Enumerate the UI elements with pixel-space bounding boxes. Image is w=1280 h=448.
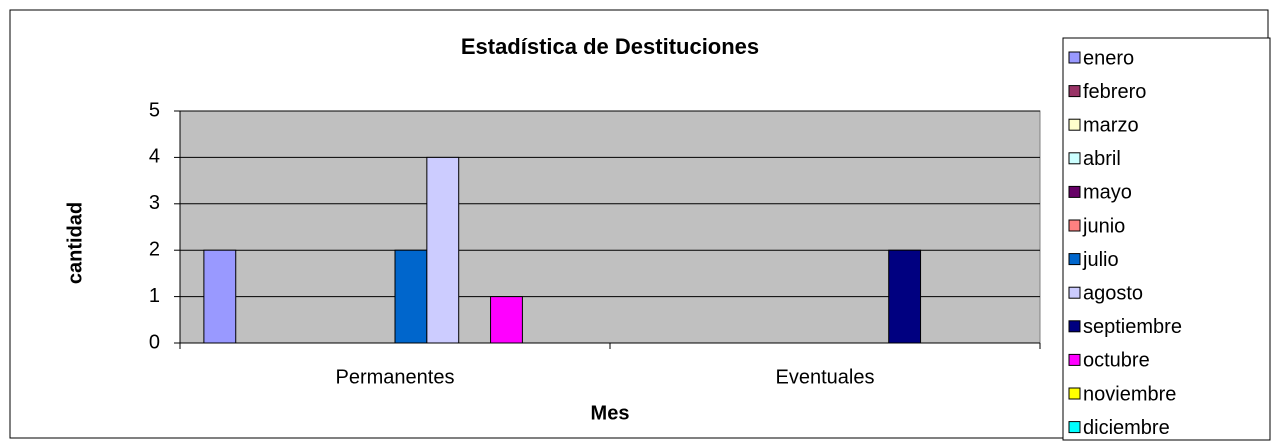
bar [203,249,237,344]
legend-label: junio [1082,215,1125,237]
chart-title: Estadística de Destituciones [461,34,759,59]
legend-box [1062,37,1271,441]
y-axis-label: cantidad [64,202,86,284]
x-tick-label: Eventuales [776,366,875,388]
legend-label: mayo [1083,182,1132,204]
legend-label: septiembre [1083,316,1182,338]
legend-swatch [1068,387,1081,400]
y-tick-label: 2 [149,238,160,260]
bar [490,296,523,344]
legend-swatch [1068,152,1081,165]
legend-label: agosto [1083,282,1143,304]
bar [426,156,460,344]
x-axis-label: Mes [591,402,630,424]
y-tick-label: 5 [149,99,160,121]
legend-swatch [1068,320,1081,333]
legend-label: marzo [1083,114,1139,136]
y-tick-label: 4 [149,146,160,168]
legend-label: abril [1083,148,1121,170]
legend-swatch [1068,118,1081,131]
legend-swatch [1068,51,1081,64]
bar [394,249,428,344]
legend-swatch [1068,219,1081,232]
y-tick-label: 0 [149,331,160,353]
legend-swatch [1068,421,1081,434]
legend-label: enero [1083,47,1134,69]
legend-swatch [1068,185,1081,198]
legend-label: julio [1082,249,1119,271]
legend-swatch [1068,286,1081,299]
x-tick-label: Permanentes [336,366,455,388]
y-tick-label: 3 [149,192,160,214]
legend-label: febrero [1083,81,1146,103]
bar [888,249,922,344]
legend-swatch [1068,253,1081,266]
legend-label: octubre [1083,350,1150,372]
legend-swatch [1068,353,1081,366]
legend-swatch [1068,85,1081,98]
legend-label: diciembre [1083,417,1170,439]
y-tick-label: 1 [149,285,160,307]
legend-label: noviembre [1083,383,1176,405]
